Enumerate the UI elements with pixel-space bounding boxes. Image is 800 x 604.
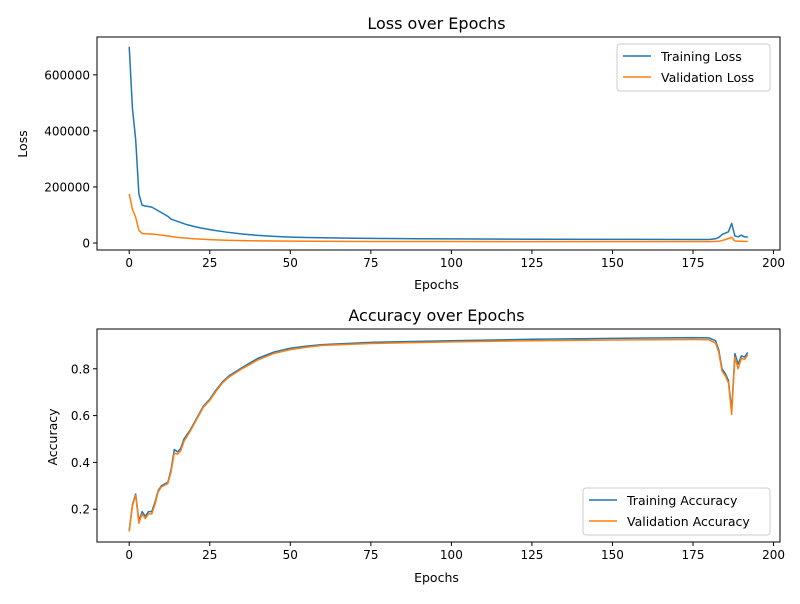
accuracy-x-tick-label: 100 [440,548,463,562]
accuracy-chart-title: Accuracy over Epochs [348,306,524,325]
accuracy-x-tick-label: 200 [762,548,785,562]
accuracy-axes-frame [96,328,781,543]
accuracy-x-tick-label: 125 [520,548,543,562]
accuracy-y-axis-label: Accuracy [45,408,60,466]
legend-label-training-accuracy: Training Accuracy [626,493,738,508]
accuracy-series-line-validation [128,338,749,532]
accuracy-x-tick-label: 25 [202,548,217,562]
loss-x-tick-label: 200 [762,256,785,270]
accuracy-y-tick-label: 0.2 [71,503,90,517]
loss-series-line-training [128,46,748,241]
accuracy-x-tick-label: 175 [682,548,705,562]
loss-x-tick-label: 75 [363,256,378,270]
loss-x-tick-label: 25 [202,256,217,270]
loss-plot-area: 0 25 50 75 100 125 150 175 200 0 200000 400000 60000… [44,36,785,270]
loss-x-tick-label: 175 [682,256,705,270]
accuracy-y-tick-label: 0.6 [71,409,90,423]
loss-y-tick-label: 400000 [44,124,90,138]
legend-label-training-loss: Training Loss [660,49,742,64]
legend-label-validation-accuracy: Validation Accuracy [627,514,750,529]
accuracy-x-tick-label: 50 [283,548,298,562]
loss-x-tick-label: 150 [601,256,624,270]
loss-x-tick-label: 100 [440,256,463,270]
accuracy-x-tick-label: 150 [601,548,624,562]
loss-series-line-validation [128,193,748,243]
accuracy-legend-box [582,487,771,536]
loss-legend: Training Loss Validation Loss [616,43,771,92]
accuracy-chart: Accuracy over Epochs 0 25 50 75 100 125 150 175… [45,306,785,585]
accuracy-legend: Training Accuracy Validation Accuracy [582,487,771,536]
loss-y-tick-label: 0 [82,236,90,250]
loss-legend-box [616,43,771,92]
loss-axes-frame [96,36,781,251]
loss-x-tick-label: 125 [520,256,543,270]
loss-chart: Loss over Epochs 0 25 50 75 100 125 150 175 2000… [15,14,785,292]
loss-y-tick-label: 600000 [44,68,90,82]
accuracy-y-tick-label: 0.4 [71,456,90,470]
accuracy-x-tick-label: 0 [125,548,133,562]
loss-chart-title: Loss over Epochs [367,14,505,33]
accuracy-y-tick-label: 0.8 [71,362,90,376]
accuracy-x-tick-label: 75 [363,548,378,562]
loss-y-tick-label: 200000 [44,180,90,194]
loss-x-tick-label: 50 [283,256,298,270]
accuracy-x-axis-label: Epochs [414,570,459,585]
accuracy-series-line-training [128,336,749,531]
loss-y-axis-label: Loss [15,130,30,157]
accuracy-plot-area: 0 25 50 75 100 125 150 175 200 0.2 0.4 0.6 0.8 [71,328,785,562]
legend-label-validation-loss: Validation Loss [661,70,754,85]
loss-x-axis-label: Epochs [414,277,459,292]
loss-x-tick-label: 0 [125,256,133,270]
